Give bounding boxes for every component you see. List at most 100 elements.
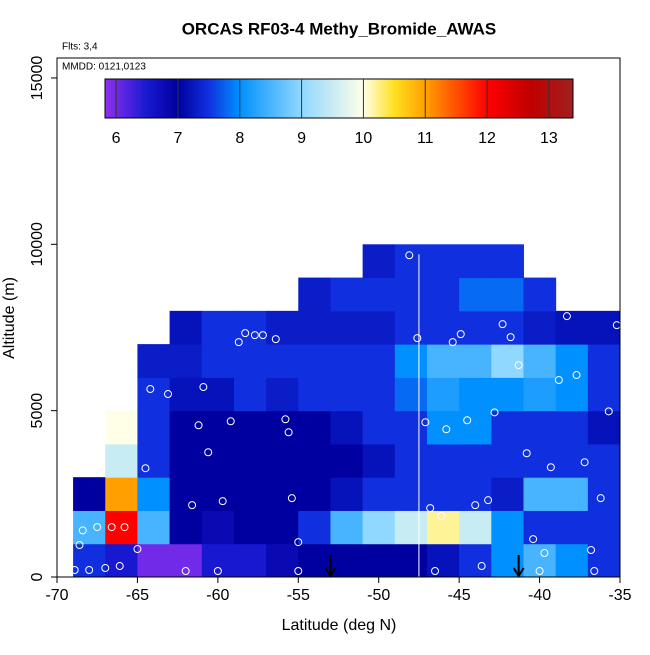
heat-cell [587, 377, 621, 412]
heat-cell [362, 344, 396, 378]
heat-cell [330, 443, 364, 478]
sample-point [241, 329, 250, 338]
sample-point [270, 297, 279, 306]
heat-cell [137, 477, 171, 511]
colorbar-tick-label: 12 [478, 130, 496, 147]
sample-point [146, 385, 155, 394]
sample-point [294, 538, 303, 547]
heat-cell [459, 443, 492, 478]
heat-cell [137, 344, 171, 378]
sample-point [554, 376, 563, 385]
heat-cell [394, 543, 428, 578]
sample-point [70, 566, 79, 575]
sample-point [490, 408, 499, 417]
heat-cell [266, 443, 299, 478]
colorbar-tick-label: 11 [417, 130, 434, 147]
heat-cell [201, 344, 235, 378]
heat-cell [266, 310, 299, 345]
heat-cell [394, 377, 428, 412]
arrow [324, 555, 337, 578]
sample-point [587, 546, 596, 555]
colorbar-tick-label: 9 [297, 130, 306, 147]
heat-cell [426, 377, 460, 412]
heat-cell [233, 410, 267, 445]
sample-point [163, 390, 172, 399]
x-tick-label: -45 [448, 587, 471, 604]
heat-cell [491, 510, 524, 545]
plot-frame [56, 57, 621, 578]
heat-cell [298, 443, 331, 478]
x-tick-label: -50 [367, 587, 390, 604]
heat-cell [330, 344, 364, 378]
sample-point [463, 416, 472, 425]
heat-cell [426, 510, 460, 545]
annotation: MMDD: 0121,0123 [62, 62, 146, 73]
heat-cell [394, 477, 428, 511]
sample-point [281, 415, 290, 424]
sample-point [405, 251, 414, 260]
arrow [512, 555, 525, 578]
heat-cell [459, 377, 492, 412]
heat-cell [137, 543, 171, 578]
sample-point [107, 523, 116, 532]
colorbar-tick-label: 7 [173, 130, 182, 147]
sample-point [284, 428, 293, 437]
heat-cell [362, 510, 396, 545]
heat-cell [394, 443, 428, 478]
sample-point [448, 338, 457, 347]
heat-cell [426, 477, 460, 511]
heat-cell [201, 410, 235, 445]
heat-cell [169, 477, 203, 511]
heat-cell [555, 543, 589, 578]
heat-cell [233, 443, 267, 478]
heat-cell [394, 244, 428, 279]
heat-cell [491, 443, 524, 478]
heat-cell [169, 510, 203, 545]
heat-cell [555, 410, 589, 445]
sample-point [596, 494, 605, 503]
heat-cell [137, 510, 171, 545]
x-tick-label: -35 [608, 587, 631, 604]
heat-cell [330, 410, 364, 445]
y-tick-label: 15000 [29, 56, 46, 101]
heat-cell [201, 443, 235, 478]
heat-cell [233, 510, 267, 545]
heat-cell [362, 277, 396, 312]
sample-point [484, 496, 493, 505]
sample-point [78, 526, 87, 535]
y-axis-label: Altitude (m) [1, 277, 18, 359]
heat-cell [523, 510, 557, 545]
sample-point [477, 562, 486, 571]
heat-cell [523, 543, 557, 578]
heat-cell [459, 477, 492, 511]
heat-cell [201, 543, 235, 578]
heat-cell [362, 543, 396, 578]
heat-cell [523, 377, 557, 412]
heat-cell [459, 410, 492, 445]
heat-cell [426, 277, 460, 312]
heat-cell [587, 443, 621, 478]
heat-cell [555, 344, 589, 378]
heat-cell [233, 477, 267, 511]
heat-cell [266, 543, 299, 578]
colorbar-tick-label: 8 [235, 130, 244, 147]
heat-cell [523, 310, 557, 345]
sample-point [522, 449, 531, 458]
sample-point [506, 333, 515, 342]
heat-cell [201, 377, 235, 412]
heat-cell [491, 477, 524, 511]
sample-point [572, 371, 581, 380]
sample-point [93, 523, 102, 532]
heat-cell [555, 377, 589, 412]
colorbar-tick-label: 6 [112, 130, 121, 147]
heat-cell [266, 410, 299, 445]
heat-cell [394, 277, 428, 312]
heat-cell [394, 510, 428, 545]
heat-cell [169, 310, 203, 345]
heat-cell [298, 277, 331, 312]
heat-cell [459, 277, 492, 312]
heat-cell [105, 477, 138, 511]
heat-cell [523, 410, 557, 445]
sample-point [258, 331, 267, 340]
heat-cell [298, 477, 331, 511]
